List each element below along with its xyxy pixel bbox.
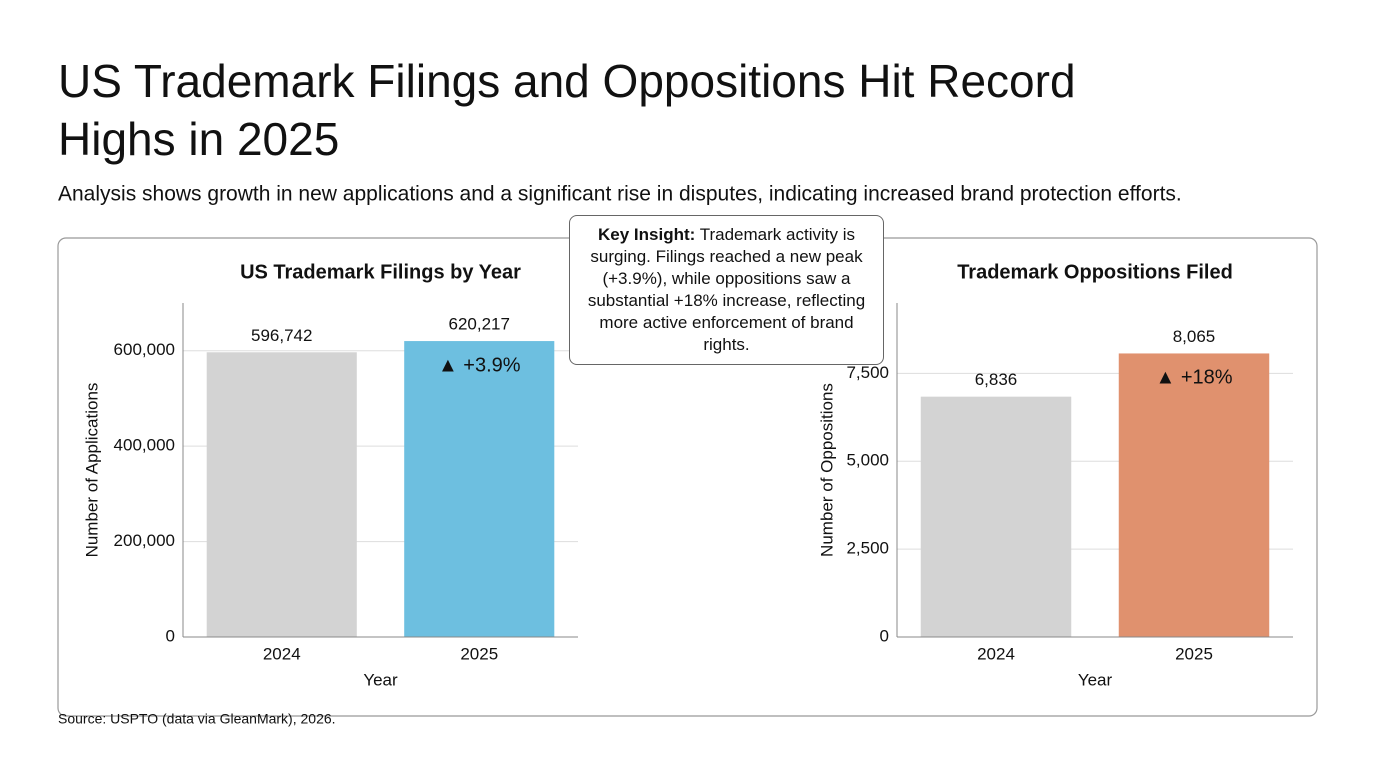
x-axis-label: Year [363, 670, 398, 689]
bar [404, 341, 555, 637]
x-tick-label: 2025 [1175, 644, 1213, 663]
chart-title: US Trademark Filings by Year [240, 261, 521, 283]
insight-box: Key Insight: Trademark activity is surgi… [569, 215, 884, 365]
value-label: 620,217 [449, 315, 510, 334]
bar [1118, 353, 1270, 637]
bar [206, 352, 357, 637]
x-tick-label: 2025 [460, 644, 498, 663]
insight-text: Trademark activity is surging. Filings r… [587, 225, 866, 354]
bar-annotation: ▲ +3.9% [438, 354, 521, 376]
x-tick-label: 2024 [263, 644, 301, 663]
y-tick-label: 0 [880, 626, 889, 645]
y-tick-label: 400,000 [114, 436, 175, 455]
y-tick-label: 600,000 [114, 340, 175, 359]
y-axis-label: Number of Applications [82, 383, 101, 558]
insight-label: Key Insight: [598, 225, 696, 244]
source: Source: USPTO (data via GleanMark), 2026… [58, 711, 336, 727]
bar-annotation: ▲ +18% [1155, 367, 1232, 389]
value-label: 6,836 [975, 370, 1018, 389]
y-tick-label: 7,500 [846, 363, 889, 382]
y-tick-label: 5,000 [846, 451, 889, 470]
title-line: Highs in 2025 [58, 113, 339, 165]
x-axis-label: Year [1078, 670, 1113, 689]
x-tick-label: 2024 [977, 644, 1015, 663]
y-axis-label: Number of Oppositions [817, 383, 836, 557]
bar [920, 396, 1072, 637]
y-tick-label: 200,000 [114, 531, 175, 550]
page-title: US Trademark Filings and Oppositions Hit… [58, 55, 1076, 165]
subtitle: Analysis shows growth in new application… [58, 183, 1182, 206]
value-label: 596,742 [251, 326, 312, 345]
chart-title: Trademark Oppositions Filed [957, 261, 1233, 283]
y-tick-label: 0 [166, 626, 175, 645]
value-label: 8,065 [1173, 327, 1216, 346]
y-tick-label: 2,500 [846, 539, 889, 558]
title-line: US Trademark Filings and Oppositions Hit… [58, 55, 1076, 107]
